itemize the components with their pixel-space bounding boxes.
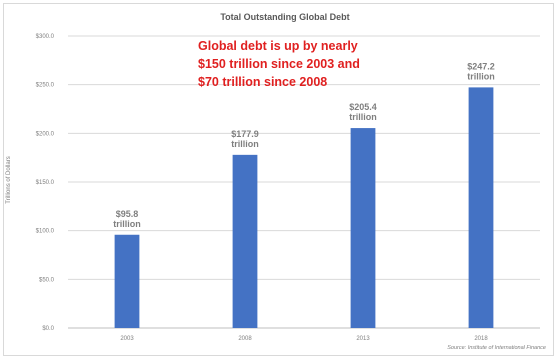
bar-2008: [232, 154, 258, 328]
data-label: $247.2 trillion: [467, 61, 495, 81]
data-label: $95.8 trillion: [113, 209, 141, 229]
y-tick-label: $50.0: [39, 277, 55, 283]
x-tick-label: 2013: [356, 336, 370, 342]
y-tick-label: $150.0: [36, 180, 55, 186]
annotation-line-1: Global debt is up by nearly: [198, 39, 358, 53]
y-axis-label: Trillions of Dollars: [6, 156, 12, 203]
y-tick-label: $300.0: [36, 34, 55, 40]
annotation-line-3: $70 trillion since 2008: [198, 75, 327, 89]
source-note: Source: Institute of International Finan…: [447, 345, 546, 351]
bars: [114, 87, 494, 328]
gridlines: [68, 35, 540, 329]
y-tick-label: $200.0: [36, 131, 55, 137]
chart-panel: [3, 3, 554, 356]
bar-2003: [114, 234, 140, 328]
y-tick-label: $100.0: [36, 229, 55, 235]
bar-2018: [468, 87, 494, 328]
y-axis-ticks: $0.0 $50.0 $100.0 $150.0 $200.0 $250.0 $300.0: [36, 34, 55, 332]
annotation-line-2: $150 trillion since 2003 and: [198, 57, 360, 71]
data-label: $177.9 trillion: [231, 129, 259, 149]
x-axis-ticks: 2003 2008 2013 2018: [120, 336, 488, 342]
data-labels: $95.8 trillion $177.9 trillion $205.4 trillio…: [113, 61, 495, 228]
y-tick-label: $0.0: [42, 326, 54, 332]
bar-2013: [350, 128, 376, 328]
chart-title: Total Outstanding Global Debt: [220, 12, 349, 22]
y-tick-label: $250.0: [36, 83, 55, 89]
data-label: $205.4 trillion: [349, 102, 377, 122]
x-tick-label: 2003: [120, 336, 134, 342]
x-tick-label: 2018: [474, 336, 488, 342]
x-tick-label: 2008: [238, 336, 252, 342]
